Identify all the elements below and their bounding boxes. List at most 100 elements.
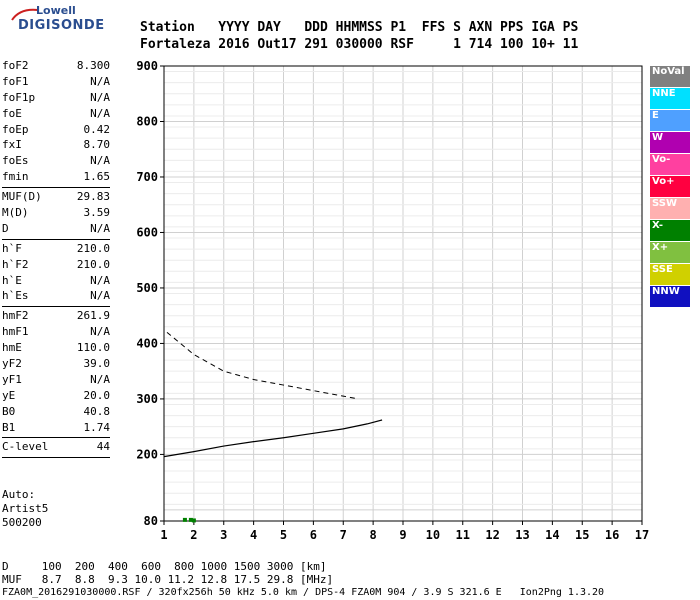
x-tick-label: 14 [545,528,559,542]
profile-curve [163,419,383,458]
param-row: hmF1 N/A [2,324,110,340]
header-row-2: Fortaleza 2016 Out17 291 030000 RSF 1 71… [140,37,579,52]
param-name: C-level [2,440,49,454]
y-tick-label: 200 [136,447,158,461]
param-name: foF1p [2,90,36,104]
param-name: D [2,221,9,235]
param-value: N/A [90,154,110,168]
param-value: N/A [90,372,110,386]
param-value: 20.0 [83,388,111,402]
param-name: hmF2 [2,309,29,323]
param-value: N/A [90,90,110,104]
param-value: 8.300 [76,59,110,72]
param-value: 1.65 [83,170,111,184]
param-value: N/A [90,273,110,287]
param-row: fxI 8.70 [2,137,110,153]
param-name: B1 [2,420,16,434]
param-name: foF2 [2,59,29,72]
param-name: foEp [2,122,29,136]
legend-item: NNE [650,88,690,109]
auto-label: Auto: [2,488,36,501]
legend-item: W [650,132,690,153]
x-tick-label: 13 [515,528,529,542]
scaled-parameters-panel: foF2 8.300 foF1 N/A foF1p N/A foE N/A foEp 0.42 fx… [2,58,110,459]
param-name: hmE [2,341,22,355]
param-name: fxI [2,138,22,152]
legend-item: X- [650,220,690,241]
x-tick-label: 6 [310,528,317,542]
param-row: foF2 8.300 [2,58,110,74]
data-point [182,517,187,522]
param-row: foEs N/A [2,153,110,169]
footer-file-row: FZA0M_2016291030000.RSF / 320fx256h 50 k… [2,587,605,598]
param-row: foF1p N/A [2,90,110,106]
param-value: 261.9 [76,309,110,323]
data-point [191,518,196,523]
param-row: h`F2 210.0 [2,257,110,273]
param-name: foE [2,106,22,120]
legend-item: X+ [650,242,690,263]
x-tick-label: 10 [426,528,440,542]
footer-muf-row: MUF 8.7 8.8 9.3 10.0 11.2 12.8 17.5 29.8… [2,573,334,586]
param-value: 39.0 [83,357,111,371]
x-tick-label: 3 [220,528,227,542]
param-name: foEs [2,154,29,168]
param-name: foF1 [2,74,29,88]
param-row: fmin 1.65 [2,169,110,185]
legend-item: NNW [650,286,690,307]
y-tick-label: 400 [136,336,158,350]
header-row-1: Station YYYY DAY DDD HHMMSS P1 FFS S AXN… [140,20,579,35]
digisonde-logo: Lowell DIGISONDE [6,4,116,44]
legend-item: NoVal [650,66,690,87]
param-row: D N/A [2,221,110,237]
param-value: 3.59 [83,206,111,220]
param-value: N/A [90,106,110,120]
y-tick-label: 80 [144,514,158,528]
legend-item: SSW [650,198,690,219]
param-name: h`F [2,241,22,255]
legend-item: E [650,110,690,131]
param-row: yF2 39.0 [2,356,110,372]
param-value: 210.0 [76,241,110,255]
y-tick-label: 600 [136,225,158,239]
y-tick-label: 800 [136,114,158,128]
param-separator [2,306,110,308]
param-value: 210.0 [76,257,110,271]
param-value: 29.83 [76,190,110,204]
dashed-curve [166,331,359,400]
param-value: N/A [90,74,110,88]
param-name: B0 [2,404,16,418]
param-name: MUF(D) [2,190,42,204]
x-tick-label: 1 [160,528,167,542]
x-tick-label: 8 [370,528,377,542]
param-name: yF2 [2,357,22,371]
param-name: h`E [2,273,22,287]
x-tick-label: 17 [635,528,649,542]
param-row: MUF(D) 29.83 [2,189,110,205]
param-row: foE N/A [2,106,110,122]
param-name: hmF1 [2,325,29,339]
param-row: B1 1.74 [2,420,110,436]
param-separator [2,437,110,439]
param-name: M(D) [2,206,29,220]
param-value: N/A [90,289,110,303]
x-tick-label: 12 [485,528,499,542]
param-name: yF1 [2,372,22,386]
y-tick-label: 500 [136,281,158,295]
param-row: h`E N/A [2,273,110,289]
x-tick-label: 11 [456,528,470,542]
logo-digisonde-text: DIGISONDE [18,18,105,33]
param-value: N/A [90,221,110,235]
legend-item: Vo+ [650,176,690,197]
param-value: 0.42 [83,122,111,136]
auto-code: 500200 [2,516,42,529]
param-separator [2,457,110,459]
x-tick-label: 7 [340,528,347,542]
y-tick-label: 700 [136,170,158,184]
y-tick-label: 900 [136,59,158,73]
param-row: h`F 210.0 [2,241,110,257]
x-tick-label: 5 [280,528,287,542]
param-value: 1.74 [83,420,111,434]
param-row: yF1 N/A [2,372,110,388]
param-name: h`F2 [2,257,29,271]
